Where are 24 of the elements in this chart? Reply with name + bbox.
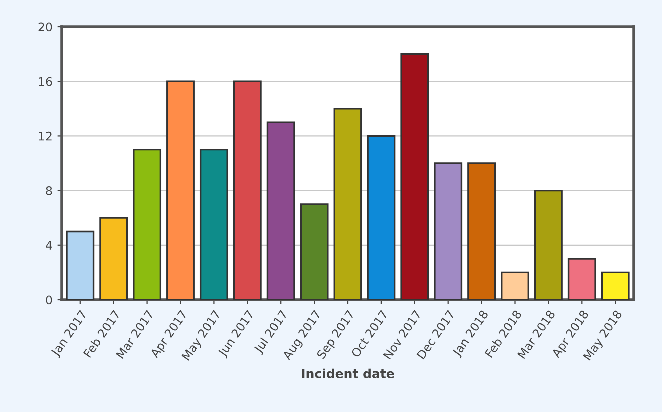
y-tick-label: 4 xyxy=(46,241,52,250)
bar xyxy=(434,162,463,300)
bar xyxy=(534,190,563,300)
bar xyxy=(233,80,262,300)
y-tick-label: 8 xyxy=(46,186,52,196)
bar xyxy=(66,230,95,300)
y-tick-label: 16 xyxy=(39,77,52,86)
y-tick-label: 20 xyxy=(38,22,52,32)
bar xyxy=(568,258,596,300)
bar xyxy=(300,204,329,300)
bar xyxy=(133,149,162,300)
bar xyxy=(367,135,396,300)
bar xyxy=(200,149,228,300)
bar xyxy=(100,217,128,300)
bar xyxy=(400,53,430,300)
bar xyxy=(166,80,195,300)
y-tick-label: 0 xyxy=(46,296,52,305)
bar xyxy=(468,162,496,300)
y-tick-label: 12 xyxy=(39,132,52,141)
bar xyxy=(501,272,530,300)
bar xyxy=(601,272,630,300)
bar xyxy=(334,108,362,300)
bar xyxy=(266,122,296,300)
x-axis-title: Incident date xyxy=(302,368,394,378)
